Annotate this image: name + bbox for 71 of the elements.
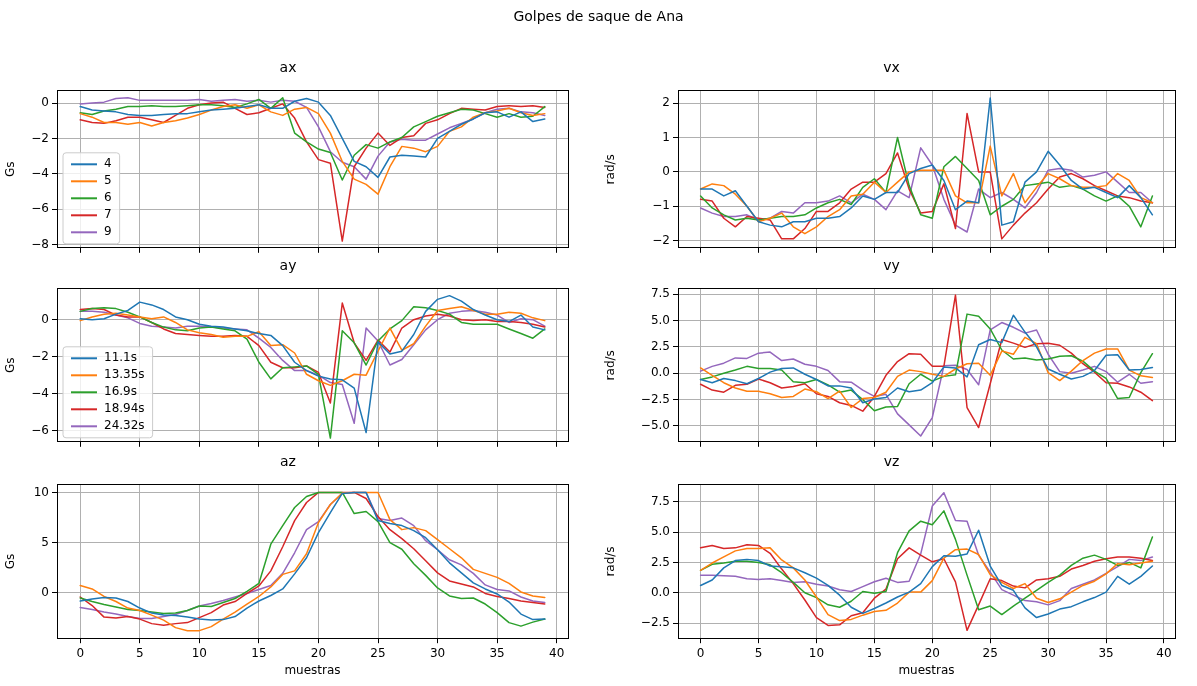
y-tick-label: 7.5 bbox=[650, 286, 670, 301]
x-tick-label: 10 bbox=[808, 645, 825, 660]
y-tick-label: −2.5 bbox=[640, 391, 670, 406]
legend-label: 13.35s bbox=[104, 367, 145, 382]
legend-label: 7 bbox=[104, 207, 112, 222]
y-tick-label: 5 bbox=[41, 534, 49, 549]
y-tick-label: −6 bbox=[31, 422, 49, 437]
y-tick-label: −2 bbox=[652, 232, 670, 247]
y-axis-title: rad/s bbox=[603, 154, 618, 185]
legend-label: 18.94s bbox=[104, 401, 145, 416]
chart-title: ay bbox=[279, 257, 297, 274]
chart-title: vz bbox=[883, 453, 900, 470]
x-tick-label: 0 bbox=[696, 645, 705, 660]
chart-title: az bbox=[280, 453, 296, 470]
x-tick-label: 15 bbox=[866, 645, 883, 660]
x-tick-label: 30 bbox=[1040, 645, 1056, 660]
x-tick-label: 25 bbox=[370, 645, 386, 660]
y-tick-label: 2.5 bbox=[650, 338, 670, 353]
y-tick-label: −2 bbox=[31, 348, 49, 363]
y-tick-label: 0.0 bbox=[650, 365, 670, 380]
y-tick-label: 1 bbox=[662, 129, 670, 144]
y-tick-label: 0 bbox=[41, 585, 49, 600]
x-tick-label: 5 bbox=[135, 645, 144, 660]
legend-label: 4 bbox=[104, 156, 112, 171]
y-tick-label: 2 bbox=[662, 95, 670, 110]
y-tick-label: 5.0 bbox=[650, 524, 670, 539]
y-tick-label: 5.0 bbox=[650, 312, 670, 327]
x-tick-label: 5 bbox=[754, 645, 763, 660]
y-axis-title: rad/s bbox=[603, 350, 618, 381]
legend-label: 24.32s bbox=[104, 418, 145, 433]
y-tick-label: −4 bbox=[31, 385, 49, 400]
y-tick-label: 0 bbox=[41, 311, 49, 326]
y-tick-label: −4 bbox=[31, 165, 49, 180]
text: Golpes de saque de Ana bbox=[512, 8, 685, 24]
x-axis-title: muestras bbox=[284, 662, 341, 677]
x-tick-label: 20 bbox=[310, 645, 327, 660]
y-tick-label: 2.5 bbox=[650, 554, 670, 569]
x-tick-label: 25 bbox=[982, 645, 998, 660]
x-tick-label: 40 bbox=[1156, 645, 1172, 660]
x-tick-label: 20 bbox=[924, 645, 940, 660]
legend-label: 11.1s bbox=[104, 350, 137, 365]
y-tick-label: −2 bbox=[31, 130, 49, 145]
y-tick-label: 7.5 bbox=[650, 493, 670, 508]
x-tick-label: 15 bbox=[251, 645, 267, 660]
x-tick-label: 40 bbox=[549, 645, 565, 660]
y-tick-label: −8 bbox=[31, 236, 49, 251]
chart-title: vx bbox=[883, 59, 900, 76]
legend-label: 9 bbox=[104, 224, 112, 239]
y-tick-label: 10 bbox=[33, 484, 49, 499]
y-tick-label: 0 bbox=[41, 95, 49, 110]
x-tick-label: 30 bbox=[429, 645, 446, 660]
chart-subtitle: ax bbox=[279, 59, 297, 76]
y-axis-title: Gs bbox=[3, 161, 18, 178]
chart-title: vy bbox=[883, 257, 900, 274]
y-axis-title: Gs bbox=[3, 553, 18, 570]
x-tick-label: 0 bbox=[76, 645, 85, 660]
y-tick-label: 0.0 bbox=[650, 584, 670, 599]
x-tick-label: 35 bbox=[489, 645, 505, 660]
y-tick-label: −5.0 bbox=[640, 418, 670, 433]
y-tick-label: −1 bbox=[652, 198, 670, 213]
y-tick-label: 0 bbox=[662, 164, 670, 178]
legend-label: 16.9s bbox=[104, 384, 137, 399]
x-axis-title: muestras bbox=[898, 662, 955, 677]
x-tick-label: 10 bbox=[191, 645, 207, 660]
x-tick-label: 35 bbox=[1098, 645, 1114, 660]
y-tick-label: −6 bbox=[31, 201, 49, 216]
y-axis-title: rad/s bbox=[603, 546, 618, 577]
y-tick-label: −2.5 bbox=[640, 615, 670, 630]
legend-label: 5 bbox=[104, 173, 112, 188]
legend-label: 6 bbox=[104, 190, 112, 205]
y-axis-title: Gs bbox=[3, 357, 18, 374]
